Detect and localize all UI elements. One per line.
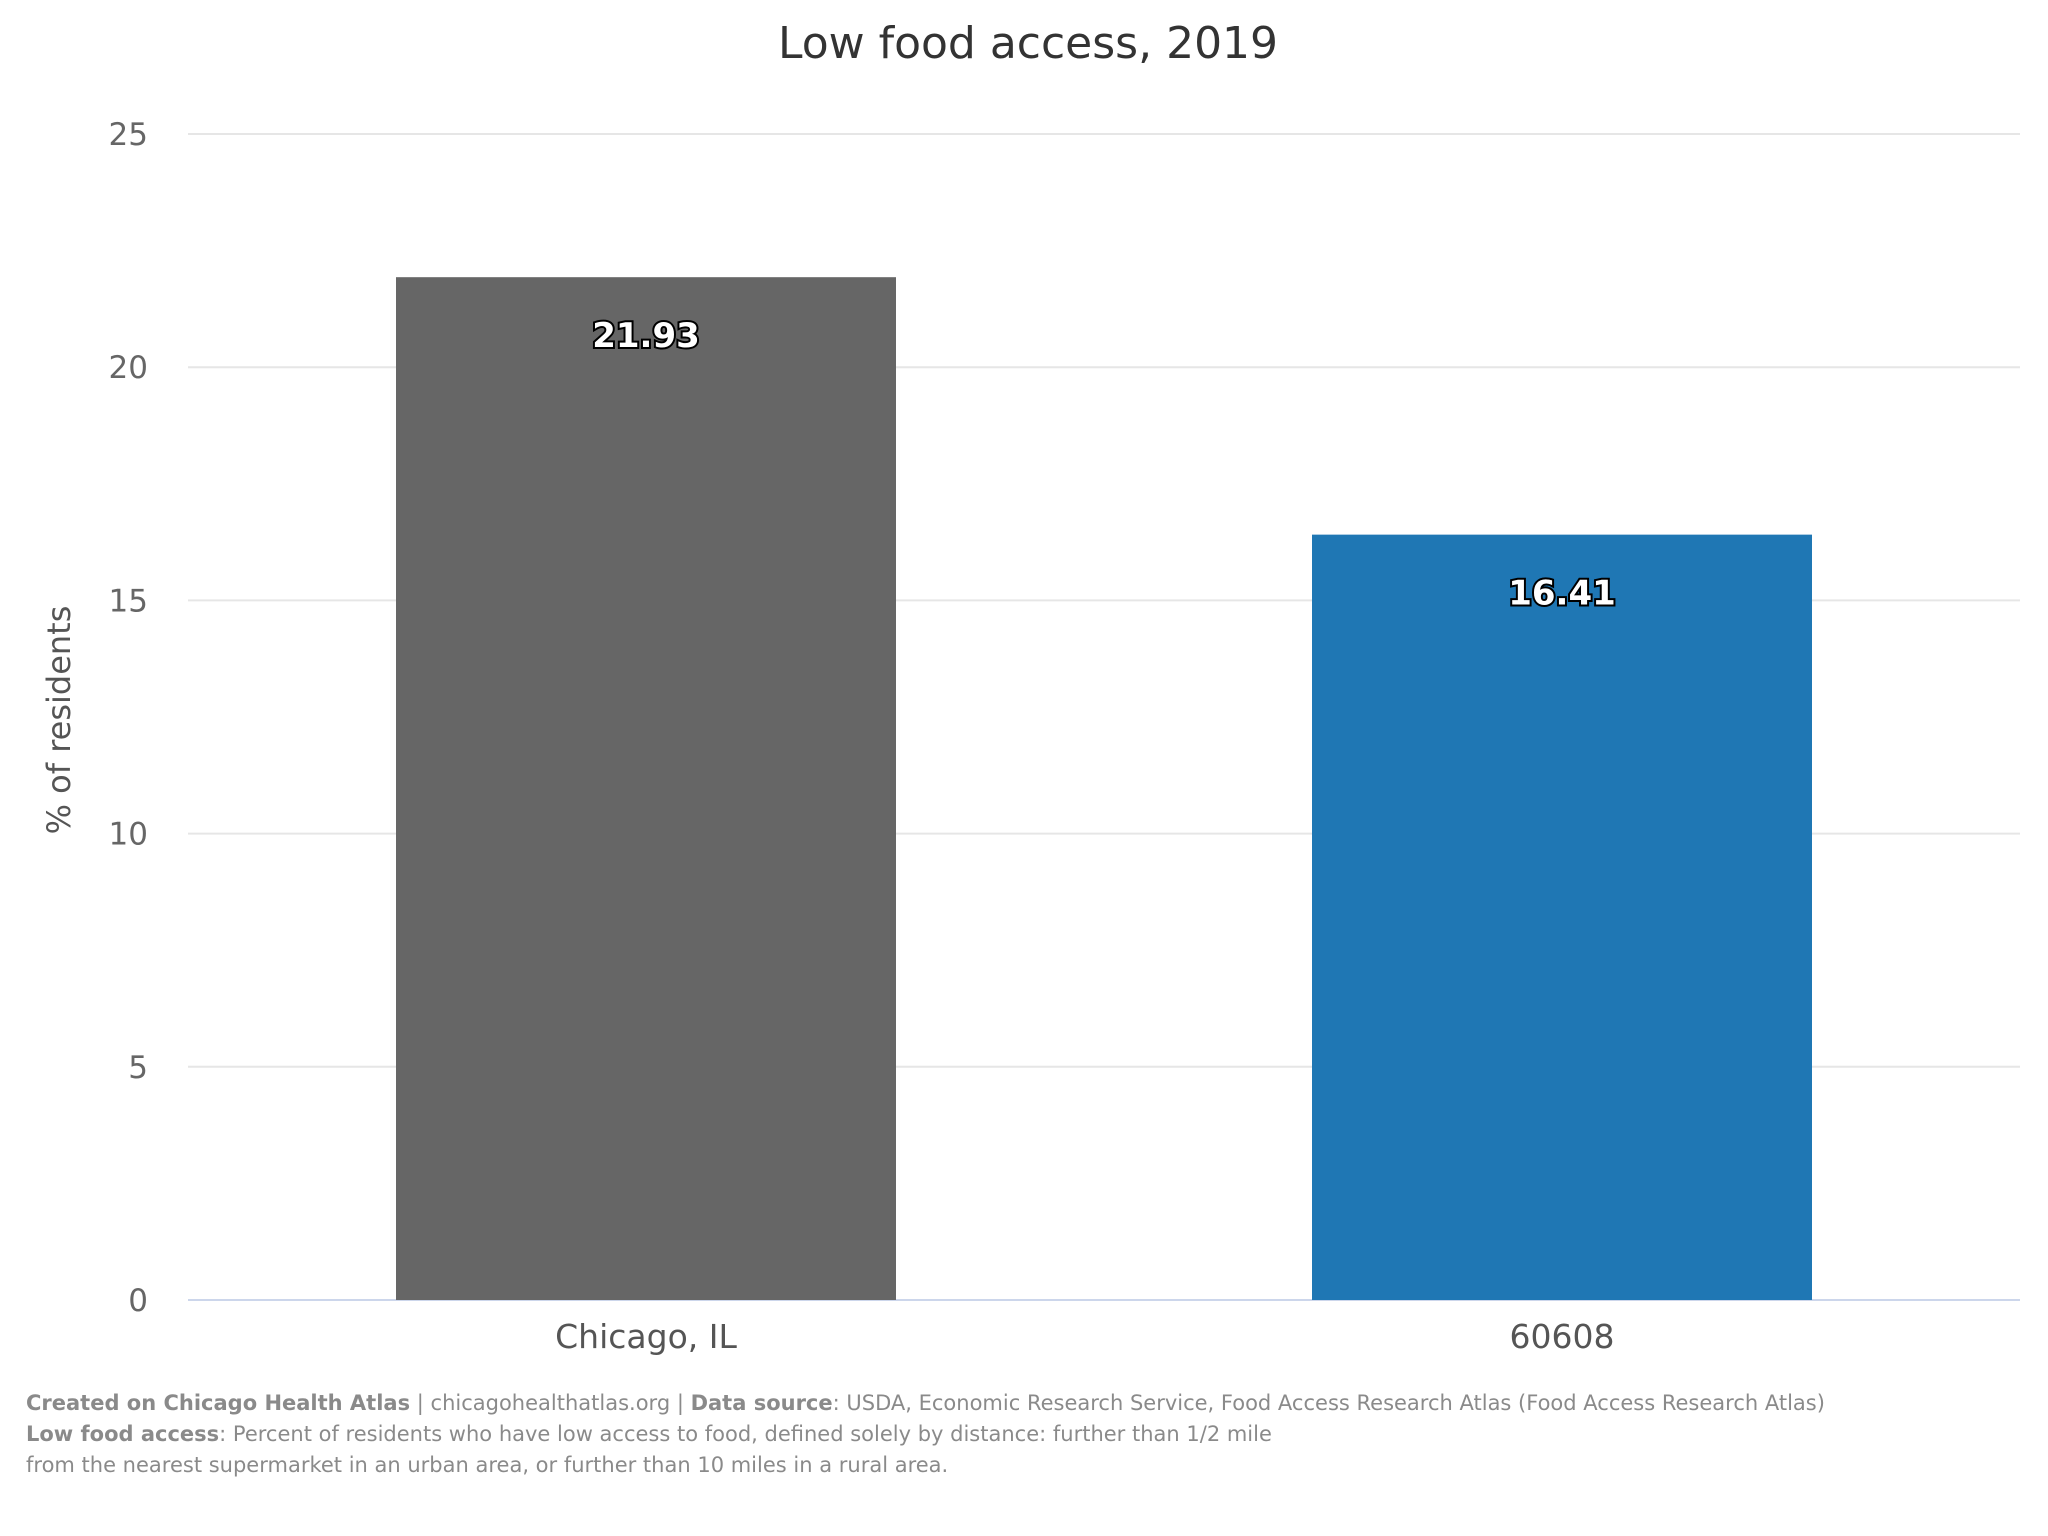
- y-tick-label: 20: [109, 350, 148, 386]
- bar-data-label: 16.41: [1508, 574, 1616, 614]
- y-axis-label: % of residents: [40, 606, 78, 835]
- y-tick-label: 25: [109, 117, 148, 153]
- x-tick-label: 60608: [1510, 1317, 1615, 1356]
- caption-source-line: Created on Chicago Health Atlas | chicag…: [26, 1388, 2016, 1419]
- caption-source-text: : USDA, Economic Research Service, Food …: [832, 1391, 1825, 1415]
- bar-1[interactable]: [396, 277, 896, 1300]
- bar-data-label: 21.93: [592, 316, 700, 356]
- caption-definition-label: Low food access: [26, 1422, 220, 1446]
- y-tick-label: 10: [109, 817, 148, 853]
- caption-definition-text-1: : Percent of residents who have low acce…: [219, 1422, 1272, 1446]
- chart-title: Low food access, 2019: [778, 18, 1278, 69]
- caption-definition-line: Low food access: Percent of residents wh…: [26, 1419, 2016, 1450]
- caption-site: | chicagohealthatlas.org |: [410, 1391, 691, 1415]
- y-tick-label: 15: [109, 583, 148, 619]
- caption-definition-line-2: from the nearest supermarket in an urban…: [26, 1453, 949, 1477]
- x-tick-label: Chicago, IL: [555, 1317, 737, 1356]
- caption-created-label: Created on Chicago Health Atlas: [26, 1391, 411, 1415]
- y-tick-label: 0: [128, 1283, 148, 1319]
- chart-caption: Created on Chicago Health Atlas | chicag…: [26, 1388, 2016, 1481]
- bar-2[interactable]: [1312, 534, 1812, 1300]
- y-tick-label: 5: [128, 1050, 148, 1086]
- caption-source-label: Data source: [690, 1391, 833, 1415]
